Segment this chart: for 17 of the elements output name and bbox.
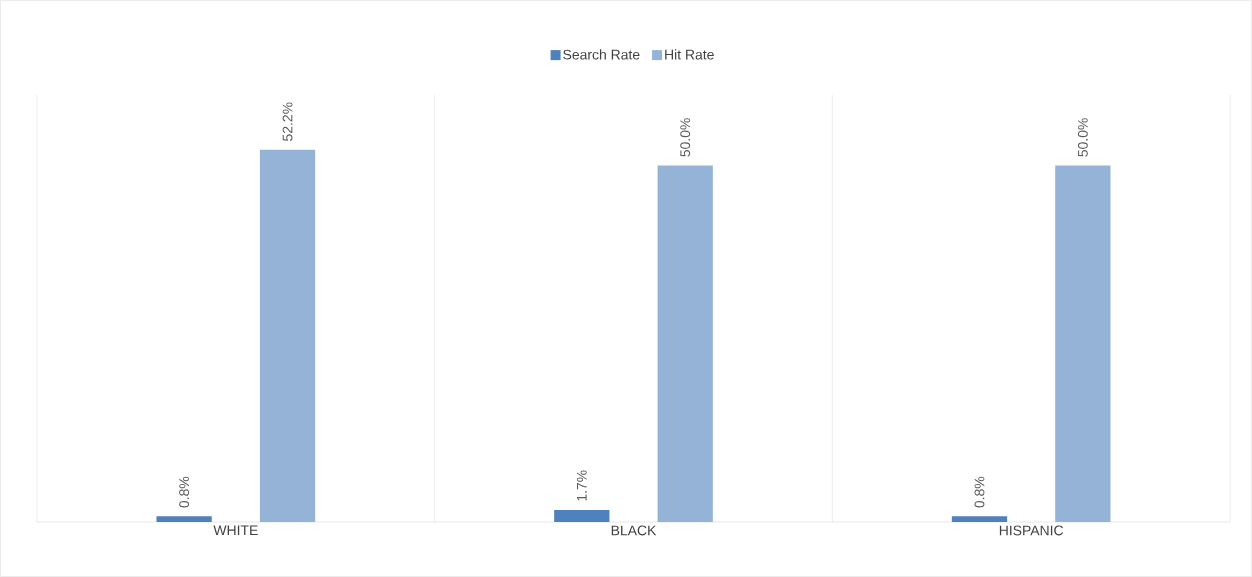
legend-label: Search Rate	[563, 49, 640, 60]
legend-label: Hit Rate	[665, 49, 714, 60]
bar	[657, 165, 713, 522]
data-label: 0.8%	[179, 476, 190, 508]
data-label: 52.2%	[282, 102, 293, 141]
x-tick-label: BLACK	[611, 525, 657, 536]
x-tick-label: WHITE	[213, 525, 258, 536]
bar	[554, 509, 610, 522]
data-label: 50.0%	[680, 118, 691, 157]
data-label: 1.7%	[576, 470, 587, 501]
data-label: 50.0%	[1077, 118, 1088, 157]
bar	[259, 149, 316, 522]
x-tick-label: HISPANIC	[999, 525, 1064, 536]
data-label: 0.8%	[974, 476, 985, 508]
bar	[156, 516, 212, 522]
bar	[1055, 165, 1111, 522]
bar	[951, 516, 1008, 522]
